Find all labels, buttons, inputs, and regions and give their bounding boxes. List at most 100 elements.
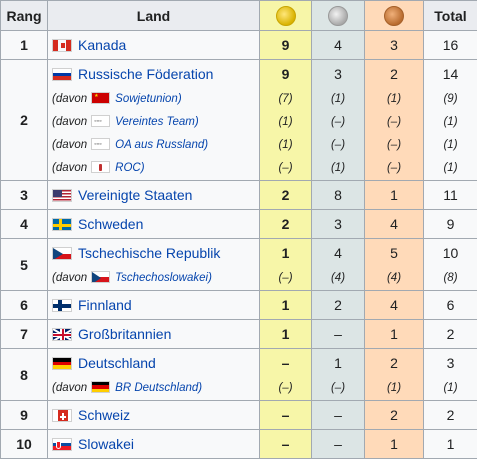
country-link[interactable]: Russische Föderation (78, 66, 213, 82)
bronze-count: 1 (369, 181, 419, 209)
bronze-header[interactable] (365, 1, 424, 31)
soviet-union-flag-icon: ★ (91, 92, 110, 104)
rank-cell: 3 (1, 181, 48, 210)
country-main-line: Finnland (52, 291, 255, 319)
gold-count: 9 (264, 60, 307, 88)
silver-count: 4 (316, 31, 360, 59)
gold-sub-count: (1) (264, 134, 307, 157)
bronze-count-cell: 2(1)(–)(–)(–) (365, 60, 424, 181)
gold-count-cell: – (260, 430, 312, 459)
gold-count-cell: 1 (260, 320, 312, 349)
silver-count: 3 (316, 210, 360, 238)
sub-country-link[interactable]: BR Deutschland) (115, 382, 202, 394)
sub-prefix: (davon (52, 116, 87, 128)
total-count: 1 (428, 430, 473, 458)
silver-header[interactable] (312, 1, 365, 31)
czechoslovakia-flag-icon (91, 271, 110, 283)
rank-header[interactable]: Rang (1, 1, 48, 31)
country-sub-line: (davon ◦◦◦ Vereintes Team) (52, 111, 255, 134)
sub-prefix: (davon (52, 93, 87, 105)
total-count: 9 (428, 210, 473, 238)
gold-count-cell: 9 (260, 31, 312, 60)
country-cell: Vereinigte Staaten (48, 181, 260, 210)
sub-country-link[interactable]: OA aus Russland) (115, 139, 208, 151)
gold-header[interactable] (260, 1, 312, 31)
country-main-line: Slowakei (52, 430, 255, 458)
country-cell: Schweden (48, 210, 260, 239)
country-link[interactable]: Vereinigte Staaten (78, 187, 192, 203)
bronze-sub-count: (–) (369, 157, 419, 180)
total-sub-count: (1) (428, 111, 473, 134)
rank-cell: 10 (1, 430, 48, 459)
finland-flag-icon (52, 299, 72, 312)
silver-count-cell: – (312, 320, 365, 349)
silver-count: – (316, 320, 360, 348)
country-link[interactable]: Schweiz (78, 407, 130, 423)
gold-count-cell: 2 (260, 210, 312, 239)
bronze-count-cell: 1 (365, 320, 424, 349)
switzerland-flag-icon (52, 409, 72, 422)
total-sub-count: (8) (428, 267, 473, 290)
gold-count: 1 (264, 239, 307, 267)
gold-count-cell: – (260, 401, 312, 430)
bronze-sub-count: (4) (369, 267, 419, 290)
bronze-count: 1 (369, 320, 419, 348)
slovakia-flag-icon (52, 438, 72, 451)
sub-country-link[interactable]: Vereintes Team) (115, 116, 199, 128)
country-link[interactable]: Tschechische Republik (78, 245, 220, 261)
silver-count-cell: – (312, 430, 365, 459)
sub-prefix: (davon (52, 139, 87, 151)
rank-cell: 6 (1, 291, 48, 320)
gold-count-cell: 9(7)(1)(1)(–) (260, 60, 312, 181)
silver-sub-count: (–) (316, 377, 360, 400)
country-link[interactable]: Deutschland (78, 355, 156, 371)
canada-flag-icon (52, 39, 72, 52)
sub-country-link[interactable]: Sowjetunion) (115, 93, 181, 105)
bronze-count-cell: 4 (365, 210, 424, 239)
total-count: 3 (428, 349, 473, 377)
sub-country-link[interactable]: Tschechoslowakei) (115, 272, 212, 284)
bronze-count-cell: 1 (365, 430, 424, 459)
rank-cell: 2 (1, 60, 48, 181)
silver-count: – (316, 430, 360, 458)
total-count: 10 (428, 239, 473, 267)
country-cell: Großbritannien (48, 320, 260, 349)
roc-flag-icon (91, 161, 110, 173)
country-main-line: Kanada (52, 31, 255, 59)
germany-flag-icon (52, 357, 72, 370)
total-count: 2 (428, 401, 473, 429)
country-sub-line: (davon ★ Sowjetunion) (52, 88, 255, 111)
land-header[interactable]: Land (48, 1, 260, 31)
silver-count-cell: 1(–) (312, 349, 365, 401)
olympic-rings-icon: ◦◦◦ (91, 115, 110, 127)
silver-count-cell: 4(4) (312, 239, 365, 291)
country-link[interactable]: Slowakei (78, 436, 134, 452)
olympic-rings-icon: ◦◦◦ (91, 138, 110, 150)
bronze-count: 1 (369, 430, 419, 458)
gold-count: 1 (264, 291, 307, 319)
gold-sub-count: (–) (264, 267, 307, 290)
silver-count-cell: 8 (312, 181, 365, 210)
country-link[interactable]: Großbritannien (78, 326, 171, 342)
bronze-count: 3 (369, 31, 419, 59)
country-main-line: Schweiz (52, 401, 255, 429)
country-link[interactable]: Finnland (78, 297, 132, 313)
total-sub-count: (1) (428, 157, 473, 180)
gold-count: 9 (264, 31, 307, 59)
silver-count: – (316, 401, 360, 429)
country-link[interactable]: Kanada (78, 37, 126, 53)
sub-country-link[interactable]: ROC) (115, 162, 144, 174)
country-main-line: Russische Föderation (52, 60, 255, 88)
country-link[interactable]: Schweden (78, 216, 143, 232)
gold-count: 2 (264, 210, 307, 238)
bronze-count: 2 (369, 60, 419, 88)
total-header[interactable]: Total (424, 1, 477, 31)
gold-count: – (264, 349, 307, 377)
bronze-sub-count: (1) (369, 88, 419, 111)
country-main-line: Tschechische Republik (52, 239, 255, 267)
silver-count: 3 (316, 60, 360, 88)
